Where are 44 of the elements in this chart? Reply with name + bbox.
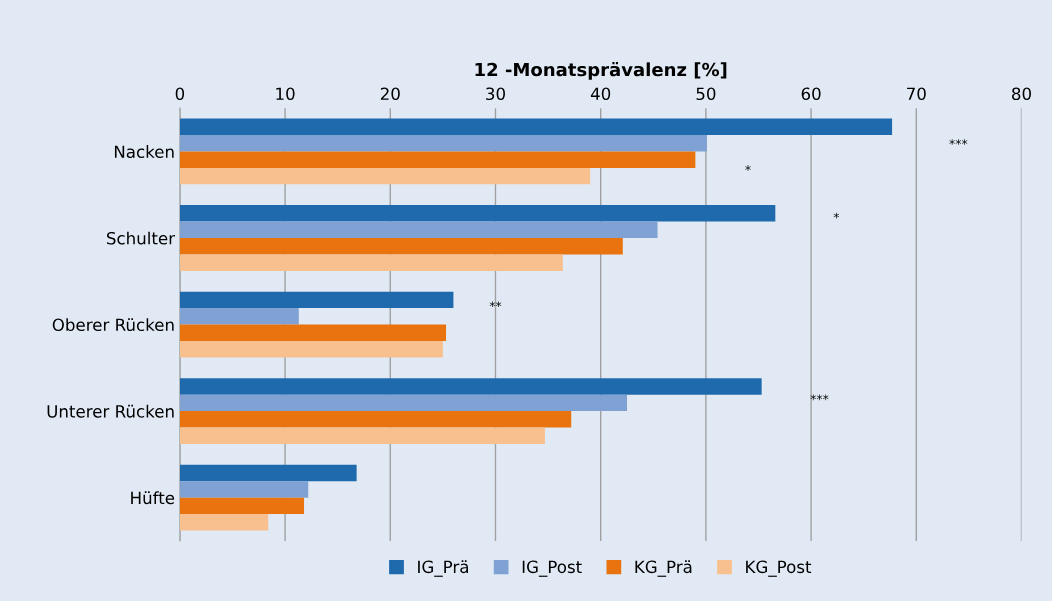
x-tick-label: 80 — [1012, 87, 1031, 101]
bar — [179, 394, 627, 412]
bar — [179, 497, 305, 515]
bar — [179, 135, 707, 152]
x-tick-label: 60 — [801, 87, 821, 101]
bar — [179, 118, 893, 136]
annotation: *** — [949, 139, 968, 145]
bar — [179, 514, 269, 531]
x-tick-label: 20 — [380, 87, 400, 101]
annotation: * — [833, 212, 840, 219]
legend-label: IG_Prä — [418, 560, 468, 577]
bar — [179, 411, 572, 428]
bar — [179, 221, 658, 238]
bar — [179, 308, 299, 325]
y-tick-label: Hüfte — [131, 491, 175, 505]
y-tick-label: Nacken — [114, 145, 174, 159]
annotation: ** — [489, 301, 502, 308]
y-tick-label: Unterer Rücken — [47, 404, 174, 418]
legend-label: IG_Post — [522, 560, 582, 577]
bar — [179, 151, 696, 168]
x-tick-label: 40 — [590, 87, 611, 101]
bar — [179, 378, 762, 395]
bar — [179, 324, 447, 341]
y-tick-label: Oberer Rücken — [52, 318, 174, 332]
bar — [179, 481, 309, 498]
bar — [179, 427, 545, 444]
bar — [179, 254, 563, 271]
bar — [179, 205, 776, 222]
y-tick-label: Schulter — [106, 231, 176, 245]
x-tick-label: 10 — [276, 87, 295, 101]
x-axis-title: 12 -Monatsprävalenz [%] — [475, 62, 727, 80]
bar — [179, 238, 623, 255]
annotation: * — [745, 165, 751, 171]
bar — [179, 340, 443, 358]
x-tick-label: 0 — [175, 87, 185, 101]
bar — [179, 291, 454, 309]
x-tick-label: 30 — [486, 87, 505, 101]
legend-label: KG_Post — [746, 560, 812, 577]
x-tick-label: 50 — [696, 87, 716, 101]
bar — [179, 464, 357, 482]
x-tick-label: 70 — [907, 87, 926, 101]
legend-label: KG_Prä — [635, 560, 692, 577]
annotation: *** — [810, 394, 829, 401]
bar — [179, 167, 591, 185]
